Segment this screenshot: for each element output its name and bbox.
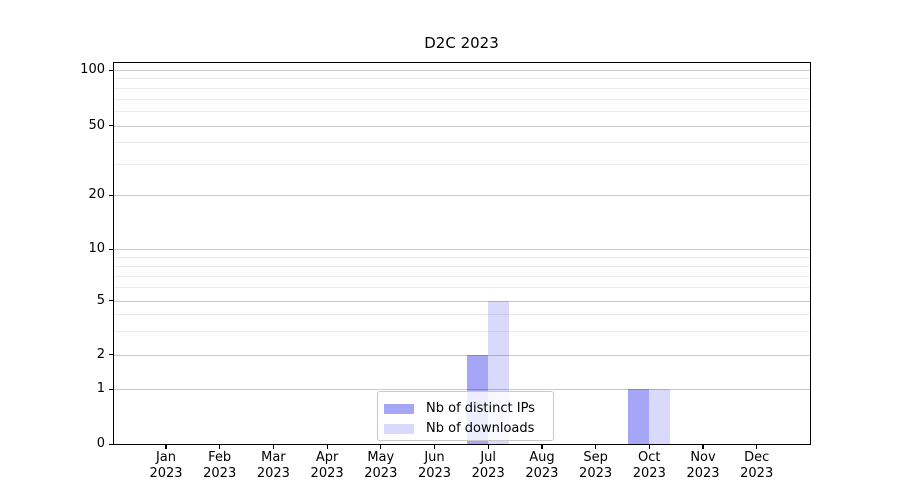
x-tick-mark xyxy=(165,445,167,449)
x-tick-label: May 2023 xyxy=(364,450,398,481)
minor-gridline xyxy=(114,286,810,288)
minor-gridline xyxy=(114,110,810,112)
x-tick-mark xyxy=(433,445,436,449)
axis-spine-right xyxy=(809,62,811,445)
y-tick-mark xyxy=(108,125,113,127)
x-tick-label: Oct 2023 xyxy=(632,450,666,481)
minor-gridline xyxy=(114,87,810,89)
x-tick-mark xyxy=(380,445,382,449)
chart-title: D2C 2023 xyxy=(424,34,499,52)
y-tick-mark xyxy=(108,69,113,71)
x-tick-mark xyxy=(756,445,758,449)
y-tick-label: 100 xyxy=(80,62,105,77)
y-tick-mark xyxy=(108,300,113,302)
y-tick-label: 5 xyxy=(96,292,105,308)
major-gridline xyxy=(114,125,810,127)
legend-label: Nb of distinct IPs xyxy=(426,401,535,416)
x-tick-label: Jan 2023 xyxy=(149,450,183,481)
minor-gridline xyxy=(114,164,810,166)
legend-label: Nb of downloads xyxy=(426,421,535,436)
axis-spine-bottom xyxy=(113,443,811,445)
major-gridline xyxy=(114,249,810,250)
x-tick-label: Mar 2023 xyxy=(256,450,290,481)
x-tick-mark xyxy=(272,445,275,449)
minor-gridline xyxy=(114,98,810,100)
legend-row: Nb of downloads xyxy=(384,419,553,439)
x-tick-mark xyxy=(326,445,328,449)
y-tick-label: 1 xyxy=(96,381,105,396)
y-tick-mark xyxy=(108,388,113,390)
legend-swatch-distinct-ips xyxy=(384,404,414,414)
legend: Nb of distinct IPs Nb of downloads xyxy=(377,391,554,441)
y-tick-mark xyxy=(108,248,113,250)
axis-spine-top xyxy=(113,62,811,64)
x-tick-mark xyxy=(219,445,221,449)
minor-gridline xyxy=(114,330,810,332)
major-gridline xyxy=(114,300,810,302)
x-tick-mark xyxy=(648,445,650,449)
y-tick-label: 10 xyxy=(88,241,105,256)
x-tick-label: Jul 2023 xyxy=(471,450,505,481)
x-tick-mark xyxy=(595,445,597,449)
x-tick-label: Dec 2023 xyxy=(740,450,774,481)
major-gridline xyxy=(114,354,810,356)
bar-downloads xyxy=(649,389,671,444)
x-tick-mark xyxy=(702,445,704,449)
legend-swatch-downloads xyxy=(384,424,414,434)
axis-spine-left xyxy=(113,62,115,445)
y-tick-label: 0 xyxy=(96,436,105,451)
minor-gridline xyxy=(114,313,810,315)
x-tick-label: Nov 2023 xyxy=(686,450,720,481)
y-tick-label: 50 xyxy=(88,117,105,133)
y-tick-mark xyxy=(108,443,113,445)
x-tick-label: Sep 2023 xyxy=(579,450,613,481)
x-tick-label: Aug 2023 xyxy=(525,450,559,481)
legend-row: Nb of distinct IPs xyxy=(384,399,553,419)
bar-distinct-ips xyxy=(628,389,650,444)
minor-gridline xyxy=(114,275,810,277)
y-tick-label: 20 xyxy=(88,187,105,202)
minor-gridline xyxy=(114,265,810,267)
major-gridline xyxy=(114,70,810,71)
x-tick-label: Feb 2023 xyxy=(203,450,237,481)
major-gridline xyxy=(114,389,810,390)
minor-gridline xyxy=(114,256,810,258)
major-gridline xyxy=(114,195,810,196)
minor-gridline xyxy=(114,142,810,144)
y-tick-label: 2 xyxy=(96,346,105,362)
x-tick-mark xyxy=(541,445,543,449)
minor-gridline xyxy=(114,78,810,80)
y-tick-mark xyxy=(108,194,113,196)
y-tick-mark xyxy=(108,354,113,356)
x-tick-label: Apr 2023 xyxy=(310,450,344,481)
x-tick-label: Jun 2023 xyxy=(417,450,452,481)
x-tick-mark xyxy=(487,445,489,449)
